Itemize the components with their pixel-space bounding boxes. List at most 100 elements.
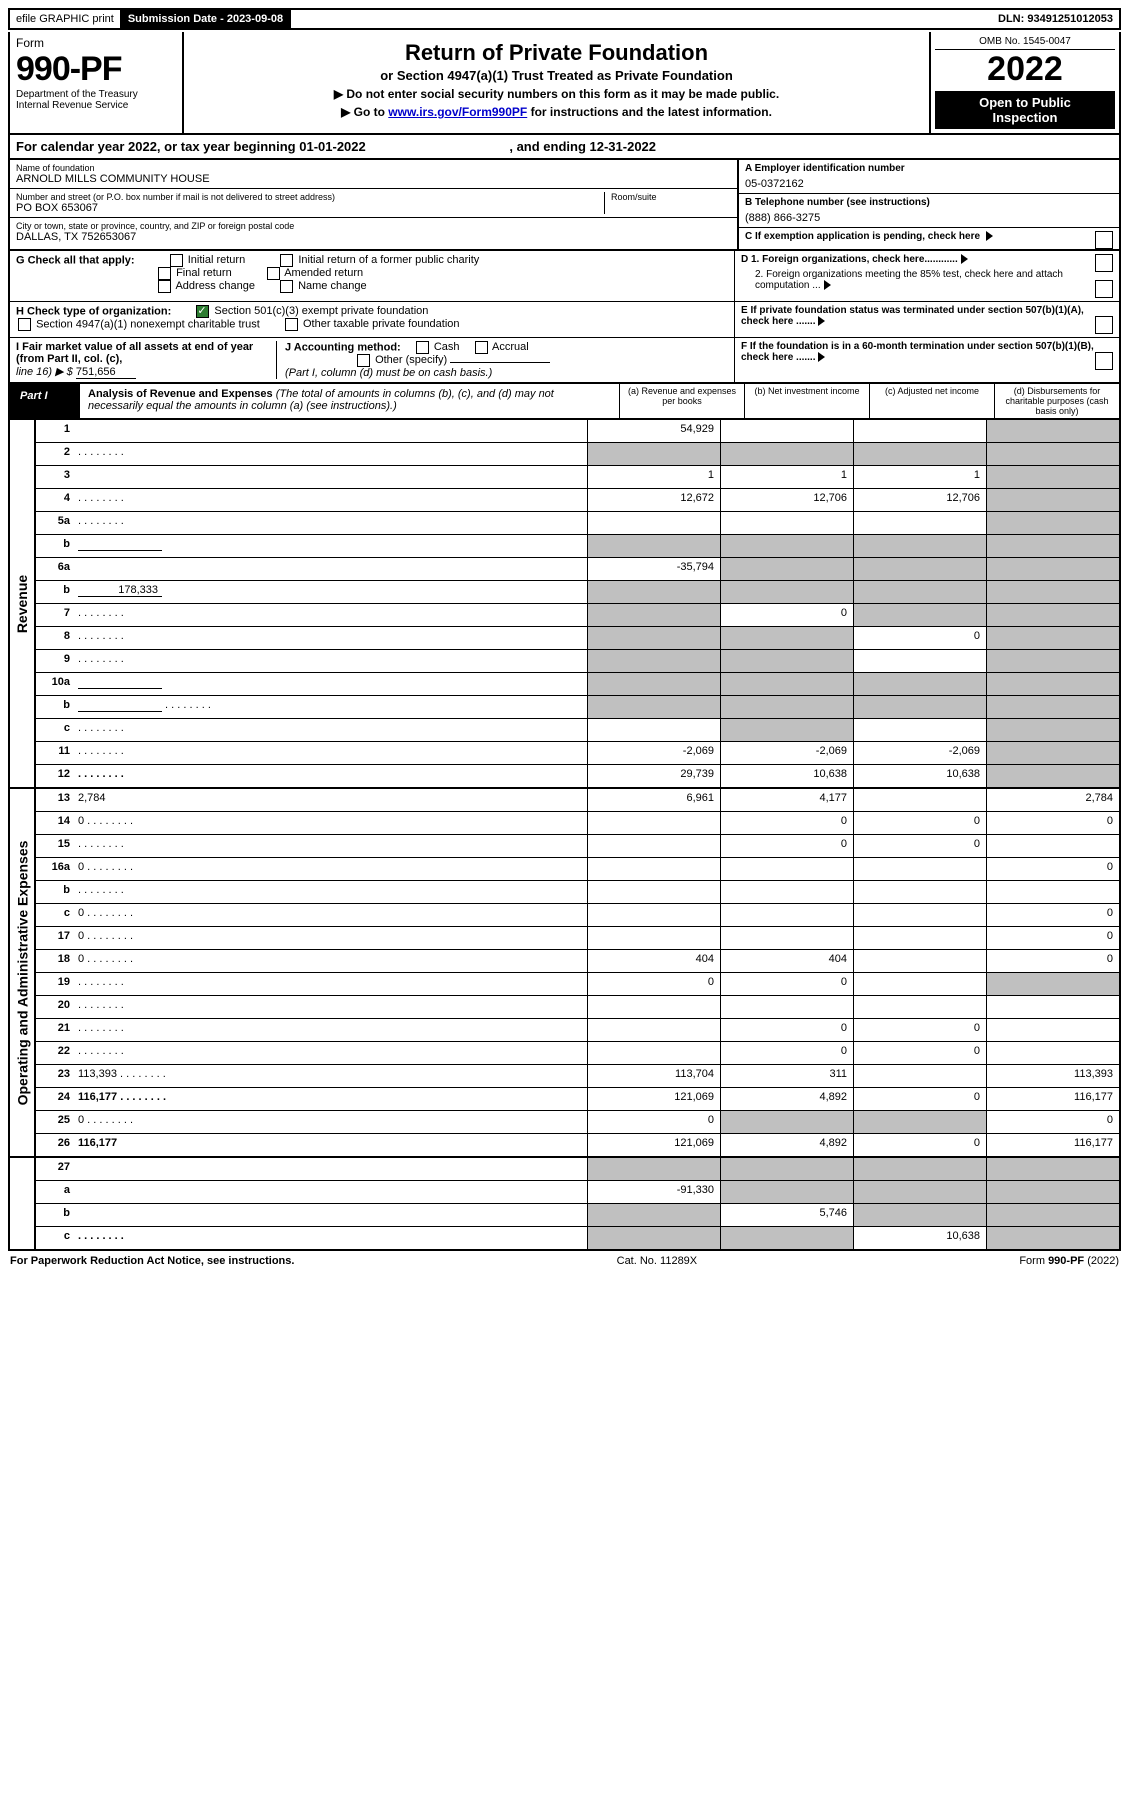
irs-link[interactable]: www.irs.gov/Form990PF: [388, 105, 527, 119]
table-row: 2 . . . . . . . .: [36, 443, 1119, 466]
line-desc: 0 . . . . . . . .: [74, 812, 587, 834]
f-checkbox[interactable]: [1095, 352, 1113, 370]
col-d: [986, 881, 1119, 903]
table-row: 27: [36, 1158, 1119, 1181]
foundation-name: ARNOLD MILLS COMMUNITY HOUSE: [16, 173, 731, 185]
501c3-checkbox[interactable]: [196, 305, 209, 318]
line-number: 26: [36, 1134, 74, 1156]
d1-label: D 1. Foreign organizations, check here..…: [741, 254, 958, 265]
col-d: [986, 973, 1119, 995]
col-b: 404: [720, 950, 853, 972]
col-b-header: (b) Net investment income: [744, 384, 869, 418]
col-d: 2,784: [986, 789, 1119, 811]
name-cell: Name of foundation ARNOLD MILLS COMMUNIT…: [10, 160, 737, 189]
expenses-text: Operating and Administrative Expenses: [14, 840, 30, 1105]
other-taxable-checkbox[interactable]: [285, 318, 298, 331]
h-row: H Check type of organization: Section 50…: [10, 302, 1119, 338]
line-desc: 0 . . . . . . . .: [74, 1111, 587, 1133]
col-c: 0: [853, 1019, 986, 1041]
revenue-side-label: Revenue: [10, 420, 36, 787]
final-return-checkbox[interactable]: [158, 267, 171, 280]
accrual-checkbox[interactable]: [475, 341, 488, 354]
col-a: [587, 604, 720, 626]
col-a: [587, 904, 720, 926]
ij-row: I Fair market value of all assets at end…: [10, 338, 1119, 382]
arrow-icon: [824, 280, 831, 290]
line-desc: 0 . . . . . . . .: [74, 927, 587, 949]
initial-former-checkbox[interactable]: [280, 254, 293, 267]
h-4947: Section 4947(a)(1) nonexempt charitable …: [36, 318, 260, 330]
col-a: -35,794: [587, 558, 720, 580]
address-change-checkbox[interactable]: [158, 280, 171, 293]
cash-checkbox[interactable]: [416, 341, 429, 354]
line-desc: [74, 466, 587, 488]
col-b: 4,892: [720, 1088, 853, 1110]
table-row: b . . . . . . . .: [36, 696, 1119, 719]
d2-label: 2. Foreign organizations meeting the 85%…: [755, 269, 1063, 291]
line-number: 7: [36, 604, 74, 626]
dept-line1: Department of the Treasury: [16, 89, 176, 100]
col-c: [853, 927, 986, 949]
form-title: Return of Private Foundation: [194, 40, 919, 66]
d1-checkbox[interactable]: [1095, 254, 1113, 272]
table-row: 7 . . . . . . . .0: [36, 604, 1119, 627]
efile-label: efile GRAPHIC print: [10, 10, 122, 28]
initial-return-checkbox[interactable]: [170, 254, 183, 267]
line-number: 21: [36, 1019, 74, 1041]
dots: . . . . . . . .: [162, 699, 211, 711]
amended-return-checkbox[interactable]: [267, 267, 280, 280]
table-row: 20 . . . . . . . .: [36, 996, 1119, 1019]
top-bar: efile GRAPHIC print Submission Date - 20…: [8, 8, 1121, 30]
ein-label: A Employer identification number: [745, 163, 1113, 174]
col-c: [853, 650, 986, 672]
inline-box: [78, 538, 162, 551]
c-label: C If exemption application is pending, c…: [745, 231, 980, 242]
col-b: 10,638: [720, 765, 853, 787]
col-d: 0: [986, 904, 1119, 926]
table-row: 26116,177121,0694,8920116,177: [36, 1134, 1119, 1156]
table-row: 140 . . . . . . . .000: [36, 812, 1119, 835]
line-number: b: [36, 535, 74, 557]
name-change-checkbox[interactable]: [280, 280, 293, 293]
table-row: b5,746: [36, 1204, 1119, 1227]
col-b: 0: [720, 604, 853, 626]
col-c: [853, 1181, 986, 1203]
part-tag: Part I: [10, 384, 80, 418]
table-row: c0 . . . . . . . .0: [36, 904, 1119, 927]
phone-value: (888) 866-3275: [745, 212, 1113, 224]
4947-checkbox[interactable]: [18, 318, 31, 331]
dots: . . . . . . . .: [78, 768, 124, 780]
line-desc: [74, 535, 587, 557]
col-a: 29,739: [587, 765, 720, 787]
col-c: [853, 443, 986, 465]
submission-date: Submission Date - 2023-09-08: [122, 10, 291, 28]
col-b: [720, 558, 853, 580]
g-amended: Amended return: [284, 267, 363, 279]
d2-checkbox[interactable]: [1095, 280, 1113, 298]
line-desc: . . . . . . . .: [74, 996, 587, 1018]
other-method-checkbox[interactable]: [357, 354, 370, 367]
c-checkbox[interactable]: [1095, 231, 1113, 249]
col-b: [720, 996, 853, 1018]
cal-begin: 01-01-2022: [299, 139, 366, 154]
table-row: c . . . . . . . .10,638: [36, 1227, 1119, 1249]
e-checkbox[interactable]: [1095, 316, 1113, 334]
col-a: [587, 627, 720, 649]
line-number: 18: [36, 950, 74, 972]
col-a: [587, 719, 720, 741]
line-desc: . . . . . . . .: [74, 1042, 587, 1064]
col-a: 6,961: [587, 789, 720, 811]
form-header: Form 990-PF Department of the Treasury I…: [8, 32, 1121, 135]
col-d: [986, 420, 1119, 442]
line-number: 27: [36, 1158, 74, 1180]
h-left: H Check type of organization: Section 50…: [10, 302, 734, 337]
col-a: 113,704: [587, 1065, 720, 1087]
cal-pre: For calendar year 2022, or tax year begi…: [16, 139, 299, 154]
col-c: 0: [853, 812, 986, 834]
dots: . . . . . . . .: [78, 653, 124, 665]
inline-box: [78, 676, 162, 689]
g-name: Name change: [298, 280, 367, 292]
check-sections: G Check all that apply: Initial return I…: [8, 251, 1121, 384]
dots: . . . . . . . .: [78, 492, 124, 504]
table-row: 180 . . . . . . . .4044040: [36, 950, 1119, 973]
